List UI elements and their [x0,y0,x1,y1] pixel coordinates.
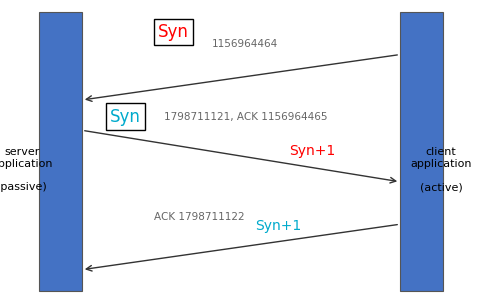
Text: server
application

(passive): server application (passive) [0,147,53,192]
Text: Syn: Syn [110,108,141,126]
FancyBboxPatch shape [400,12,443,291]
Text: Syn: Syn [158,23,189,41]
Text: Syn+1: Syn+1 [255,219,302,233]
Text: client
application

(active): client application (active) [410,147,472,192]
Text: ACK 1798711122: ACK 1798711122 [154,211,245,222]
Text: 1798711121, ACK 1156964465: 1798711121, ACK 1156964465 [164,112,327,122]
Text: 1156964464: 1156964464 [212,39,278,49]
FancyBboxPatch shape [39,12,82,291]
Text: Syn+1: Syn+1 [289,145,335,158]
